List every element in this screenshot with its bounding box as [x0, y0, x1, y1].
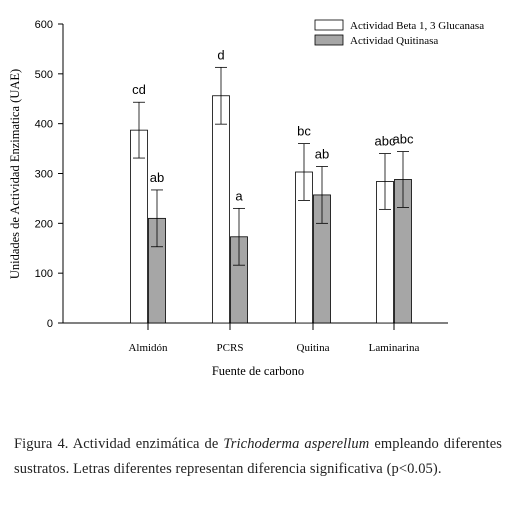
axes: 0 100 200 300 400 500 600 Almidón PCRS Quitina Lam…: [8, 19, 448, 378]
legend-swatch: [314, 34, 344, 46]
significance-letter: abc: [393, 132, 414, 147]
y-tick-label: 500: [35, 69, 53, 81]
legend: Actividad Beta 1, 3 Glucanasa Actividad Q…: [314, 19, 484, 47]
x-axis-title: Fuente de carbono: [212, 364, 304, 378]
legend-label: Actividad Beta 1, 3 Glucanasa: [350, 20, 484, 32]
y-tick-label: 200: [35, 218, 53, 230]
significance-letter: ab: [150, 170, 164, 185]
bar: [212, 95, 230, 324]
y-tick-label: 100: [35, 268, 53, 280]
caption-species: Trichoderma asperellum: [223, 436, 370, 452]
legend-label: Actividad Quitinasa: [350, 35, 438, 47]
significance-letter: d: [217, 47, 224, 62]
enzyme-activity-chart: 0 100 200 300 400 500 600 Almidón PCRS Quitina Lam…: [8, 19, 484, 378]
y-tick-label: 400: [35, 119, 53, 131]
bar: [130, 129, 148, 324]
bars: cd d bc abc ab a ab abc: [130, 47, 414, 324]
x-tick-label: Laminarina: [369, 342, 420, 354]
significance-letter: a: [235, 188, 243, 203]
figure-caption: Figura 4. Actividad enzimática de Tricho…: [14, 432, 502, 482]
x-tick-label: Almidón: [128, 342, 168, 354]
x-tick-label: Quitina: [297, 342, 330, 354]
significance-letter: bc: [297, 124, 311, 139]
y-tick-label: 0: [47, 318, 53, 330]
y-axis-title: Unidades de Actividad Enzimatica (UAE): [8, 69, 22, 279]
caption-prefix: Figura 4. Actividad enzimática de: [14, 436, 224, 452]
legend-swatch: [314, 19, 344, 31]
x-tick-label: PCRS: [217, 342, 244, 354]
significance-letter: cd: [132, 82, 146, 97]
y-tick-label: 600: [35, 19, 53, 31]
caption-suffix: empleando diferentes sustratos. Letras d…: [14, 436, 502, 477]
significance-letter: abc: [375, 134, 396, 149]
y-tick-label: 300: [35, 169, 53, 181]
significance-letter: ab: [315, 147, 329, 162]
